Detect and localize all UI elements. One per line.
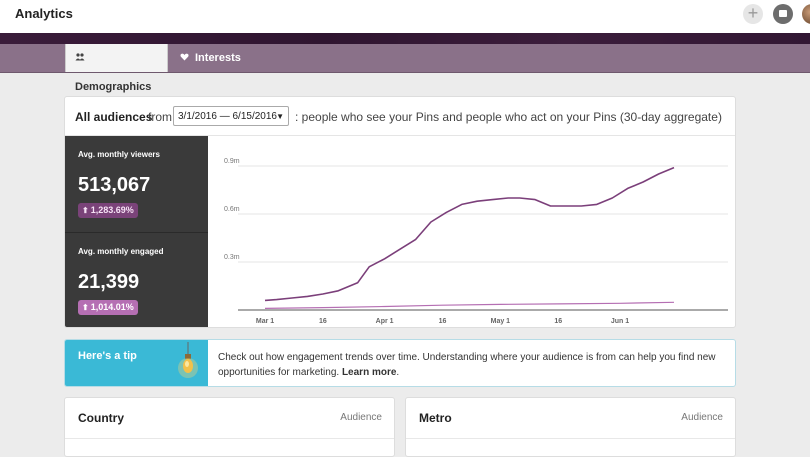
audience-label: All audiences — [75, 110, 153, 124]
engaged-series-line — [264, 301, 675, 309]
x-tick-label: 16 — [439, 318, 447, 325]
avatar[interactable] — [802, 4, 810, 24]
engaged-stat[interactable]: Avg. monthly engaged 21,399 ⬆ 1,014.01% — [65, 233, 208, 327]
audience-header: All audiences from 3/1/2016 — 6/15/2016 … — [65, 97, 735, 136]
tip-text: Check out how engagement trends over tim… — [218, 352, 716, 378]
x-tick-label: 16 — [319, 318, 327, 325]
divider — [65, 438, 394, 439]
country-panel: Country Audience — [64, 397, 395, 457]
viewers-change: 1,283.69% — [90, 205, 134, 215]
metro-audience-label: Audience — [681, 412, 723, 423]
learn-more-link[interactable]: Learn more — [341, 367, 397, 378]
viewers-change-badge: ⬆ 1,283.69% — [78, 203, 138, 218]
y-tick-label: 0.6m — [224, 206, 240, 213]
profile-banner — [0, 33, 810, 44]
viewers-stat[interactable]: Avg. monthly viewers 513,067 ⬆ 1,283.69% — [65, 136, 208, 233]
y-tick-label: 0.9m — [224, 158, 240, 165]
metro-title: Metro — [419, 411, 452, 425]
y-tick-label: 0.3m — [224, 254, 240, 261]
stats-column: Avg. monthly viewers 513,067 ⬆ 1,283.69% … — [65, 136, 208, 327]
tab-interests[interactable]: Interests — [168, 44, 253, 72]
date-range-select[interactable]: 3/1/2016 — 6/15/2016 ▼ — [173, 106, 289, 126]
messages-icon[interactable] — [773, 4, 793, 24]
from-text: from — [148, 110, 172, 124]
add-icon[interactable]: + — [743, 4, 763, 24]
tab-demographics[interactable]: Demographics — [65, 44, 168, 93]
app-title: Analytics — [15, 6, 73, 21]
divider — [406, 438, 735, 439]
metro-panel: Metro Audience — [405, 397, 736, 457]
date-range-value: 3/1/2016 — 6/15/2016 — [178, 111, 277, 122]
arrow-up-icon: ⬆ — [82, 303, 89, 312]
caret-down-icon: ▼ — [276, 112, 284, 121]
x-tick-label: Mar 1 — [256, 318, 274, 325]
engaged-label: Avg. monthly engaged — [78, 247, 164, 256]
x-tick-label: 16 — [554, 318, 562, 325]
audience-line-chart: 0.3m 0.6m 0.9m Mar 1 16 Apr 1 16 May 1 16 Jun 1 — [224, 158, 728, 325]
tab-demographics-label: Demographics — [75, 81, 152, 93]
engaged-value: 21,399 — [78, 271, 140, 293]
tip-title: Here's a tip — [78, 350, 137, 362]
tab-bar: Demographics Interests — [0, 44, 810, 93]
tip-text-block: Check out how engagement trends over tim… — [218, 352, 716, 378]
audience-description: : people who see your Pins and people wh… — [295, 110, 722, 124]
top-bar: Analytics + — [0, 0, 810, 34]
tip-header: Here's a tip — [65, 340, 208, 386]
viewers-value: 513,067 — [78, 174, 151, 196]
x-tick-label: Jun 1 — [611, 318, 629, 325]
engaged-change: 1,014.01% — [90, 302, 134, 312]
lightbulb-icon — [178, 342, 198, 378]
audience-card: All audiences from 3/1/2016 — 6/15/2016 … — [64, 96, 736, 328]
viewers-series-line — [264, 166, 675, 302]
engaged-change-badge: ⬆ 1,014.01% — [78, 300, 138, 315]
viewers-label: Avg. monthly viewers — [78, 150, 160, 159]
arrow-up-icon: ⬆ — [82, 206, 89, 215]
x-tick-label: May 1 — [491, 318, 511, 325]
heart-icon — [179, 45, 189, 73]
people-icon — [75, 45, 85, 73]
tip-box: Here's a tip Check out how engagement tr… — [64, 339, 736, 387]
tab-interests-label: Interests — [195, 52, 241, 64]
country-title: Country — [78, 411, 124, 425]
x-tick-label: Apr 1 — [376, 318, 394, 325]
country-audience-label: Audience — [340, 412, 382, 423]
